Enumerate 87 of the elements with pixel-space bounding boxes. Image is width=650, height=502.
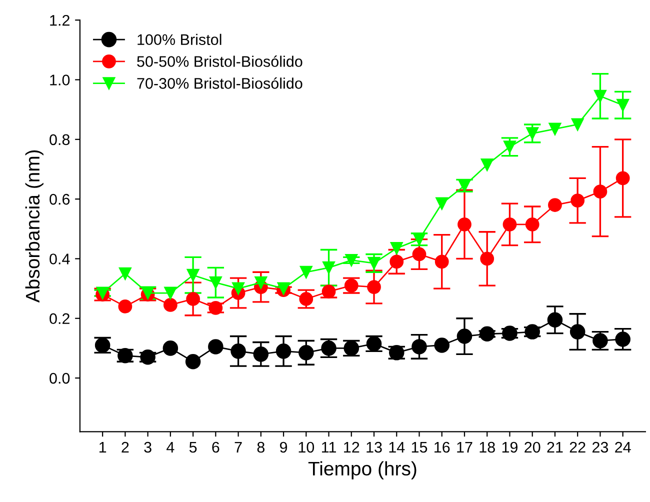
y-tick-label: 0.8 — [50, 134, 70, 146]
point — [186, 292, 200, 306]
point — [368, 256, 380, 270]
point — [525, 217, 540, 232]
point — [548, 198, 562, 212]
point — [526, 127, 539, 140]
point — [390, 254, 404, 269]
x-tick-label: 18 — [480, 442, 495, 453]
point — [208, 339, 224, 354]
point — [390, 242, 403, 255]
point — [162, 340, 178, 356]
y-tick-label: 1.2 — [50, 14, 70, 26]
legend-label: 70-30% Bristol-Biosólido — [137, 77, 302, 89]
point — [570, 324, 586, 340]
x-tick-label: 16 — [434, 442, 450, 453]
x-tick-label: 24 — [615, 442, 631, 453]
x-tick-label: 11 — [322, 442, 336, 453]
x-tick-label: 4 — [166, 442, 174, 453]
point — [571, 118, 584, 131]
x-tick-label: 20 — [524, 442, 540, 453]
y-tick-label: 1.0 — [50, 74, 70, 86]
x-tick-label: 9 — [280, 442, 288, 453]
x-tick-label: 21 — [547, 442, 563, 453]
point — [118, 267, 132, 280]
point — [615, 332, 630, 347]
point — [367, 280, 381, 294]
point — [458, 179, 471, 192]
y-tick-label: 0.2 — [50, 313, 70, 324]
y-axis-title: Absorbancia (nm) — [25, 150, 44, 303]
point — [253, 346, 269, 362]
x-axis-title: Tiempo (hrs) — [308, 461, 416, 480]
y-tick-label: 0.6 — [50, 194, 70, 205]
point — [480, 158, 494, 171]
x-tick-label: 15 — [412, 442, 428, 453]
x-tick-label: 13 — [366, 442, 382, 453]
x-tick-label: 10 — [298, 442, 314, 453]
x-tick-label: 2 — [122, 442, 129, 453]
y-tick-label: 0.0 — [50, 372, 70, 384]
x-tick-label: 14 — [389, 442, 405, 453]
point — [322, 261, 336, 274]
x-tick-label: 22 — [570, 442, 586, 453]
legend-label: 50-50% Bristol-Biosólido — [137, 56, 302, 67]
x-tick-label: 8 — [257, 442, 264, 453]
point — [480, 252, 494, 266]
legend-label: 100% Bristol — [138, 34, 222, 46]
point — [254, 276, 268, 289]
x-tick-label: 6 — [212, 442, 220, 453]
point — [616, 98, 630, 112]
point — [434, 254, 449, 269]
point — [479, 326, 495, 342]
x-tick-label: 19 — [502, 442, 518, 453]
point — [616, 171, 630, 186]
x-tick-label: 17 — [457, 442, 472, 453]
point — [436, 197, 448, 210]
x-tick-label: 1 — [99, 442, 106, 453]
point — [163, 298, 178, 312]
point — [594, 90, 606, 102]
point — [413, 233, 426, 246]
y-tick-label: 0.4 — [50, 254, 70, 264]
point — [570, 194, 585, 208]
x-tick-label: 3 — [144, 442, 152, 453]
point — [412, 339, 427, 354]
point — [186, 268, 200, 282]
x-tick-label: 23 — [592, 442, 608, 453]
point — [276, 344, 292, 359]
point — [185, 354, 201, 370]
x-tick-label: 12 — [344, 442, 360, 453]
point — [458, 217, 472, 232]
point — [298, 345, 314, 360]
point — [232, 282, 245, 295]
point — [434, 338, 450, 353]
point — [209, 276, 222, 289]
point — [299, 292, 314, 306]
point — [230, 344, 246, 359]
x-tick-label: 7 — [234, 442, 242, 453]
point — [345, 254, 358, 266]
point — [456, 328, 472, 344]
point — [300, 266, 312, 278]
point — [503, 140, 516, 154]
point — [118, 299, 132, 314]
point — [502, 217, 517, 232]
point — [164, 286, 177, 300]
point — [548, 122, 562, 136]
point — [547, 312, 563, 328]
x-tick-label: 5 — [189, 442, 197, 453]
point — [412, 247, 426, 262]
point — [593, 184, 608, 199]
